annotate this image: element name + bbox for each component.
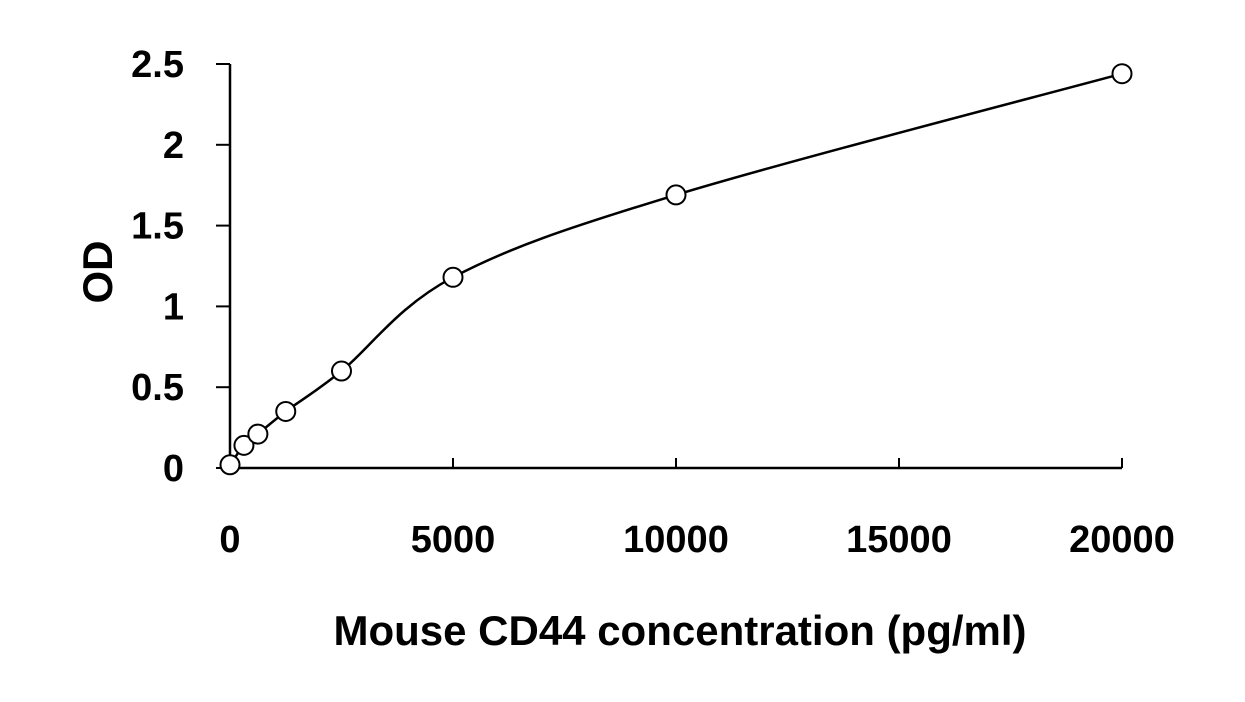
y-tick-label: 1 bbox=[163, 286, 184, 328]
data-point bbox=[275, 400, 297, 422]
tick-marks bbox=[216, 63, 1123, 469]
x-tick-label: 15000 bbox=[846, 519, 952, 561]
fit-curve bbox=[228, 72, 1123, 466]
data-point bbox=[665, 184, 687, 206]
x-tick-label: 0 bbox=[219, 519, 240, 561]
data-points bbox=[219, 63, 1133, 476]
x-axis-label: Mouse CD44 concentration (pg/ml) bbox=[333, 607, 1026, 654]
x-tick-label: 10000 bbox=[623, 519, 729, 561]
data-point bbox=[247, 423, 269, 445]
y-tick-label: 0 bbox=[163, 448, 184, 490]
y-tick-label: 0.5 bbox=[131, 367, 184, 409]
data-point bbox=[442, 266, 464, 288]
y-tick-label: 2 bbox=[163, 125, 184, 167]
x-tick-label: 5000 bbox=[411, 519, 496, 561]
data-point bbox=[331, 360, 352, 382]
y-tick-label: 2.5 bbox=[131, 44, 184, 86]
axes bbox=[228, 64, 1122, 470]
tick-labels: 0 5000 10000 15000 20000 0 0.5 1 1.5 2 2.5 bbox=[131, 44, 1175, 561]
y-axis-label: OD bbox=[74, 241, 121, 304]
data-point bbox=[219, 454, 241, 476]
y-tick-label: 1.5 bbox=[131, 206, 184, 248]
x-tick-label: 20000 bbox=[1069, 519, 1175, 561]
fit-curve-layer bbox=[228, 72, 1123, 466]
data-point bbox=[233, 434, 255, 456]
data-point bbox=[1111, 63, 1133, 85]
